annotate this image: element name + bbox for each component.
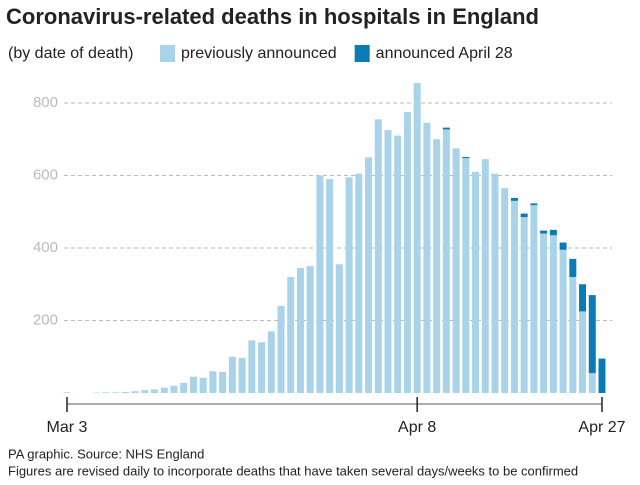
- bar-segment: [374, 119, 382, 393]
- x-tick-label: Mar 3: [47, 419, 88, 436]
- bar-segment: [540, 230, 548, 234]
- bar-segment: [559, 249, 567, 393]
- bar-segment: [413, 83, 421, 393]
- bar-segment: [365, 157, 373, 393]
- bar-segment: [579, 284, 587, 312]
- chart-subtitle: (by date of death): [8, 45, 133, 62]
- bar-segment: [403, 112, 411, 394]
- source: PA graphic. Source: NHS England: [8, 446, 204, 461]
- bar-segment: [442, 129, 450, 394]
- bar-segment: [530, 205, 538, 393]
- bar-segment: [306, 266, 314, 393]
- bar-segment: [540, 233, 548, 393]
- bar-segment: [141, 390, 149, 393]
- bar-segment: [588, 373, 596, 393]
- bar-segment: [267, 331, 275, 393]
- bar-segment: [588, 295, 596, 374]
- bar-segment: [277, 305, 285, 393]
- bar-segment: [394, 135, 402, 393]
- bar-segment: [248, 340, 256, 393]
- bar-segment: [258, 342, 266, 393]
- bar-segment: [559, 242, 567, 250]
- bar-segment: [549, 229, 557, 236]
- bar-segment: [462, 156, 470, 159]
- bar-segment: [102, 392, 110, 393]
- bar-segment: [219, 371, 227, 393]
- bar-segment: [316, 175, 324, 393]
- bar-segment: [151, 389, 159, 393]
- bar-segment: [433, 139, 441, 393]
- x-tick-label: Apr 27: [578, 419, 625, 436]
- bar-segment: [510, 200, 518, 393]
- bar-segment: [452, 148, 460, 393]
- y-tick-label: 200: [33, 311, 58, 328]
- bar-segment: [287, 276, 295, 393]
- bar-segment: [472, 171, 480, 393]
- note: Figures are revised daily to incorporate…: [8, 463, 578, 478]
- bar-segment: [63, 392, 71, 393]
- chart-title: Coronavirus-related deaths in hospitals …: [6, 4, 539, 29]
- x-tick-label: Apr 8: [398, 419, 436, 436]
- bar-segment: [520, 213, 528, 218]
- bar-segment: [112, 392, 120, 393]
- legend-swatch: [160, 45, 175, 62]
- bar-segment: [238, 357, 246, 393]
- bar-segment: [121, 391, 129, 393]
- bar-segment: [160, 387, 168, 393]
- bar-segment: [569, 276, 577, 393]
- y-tick-label: 600: [33, 166, 58, 183]
- bar-segment: [462, 158, 470, 393]
- bar-segment: [579, 311, 587, 393]
- bar-segment: [501, 188, 509, 393]
- bar-segment: [530, 203, 538, 206]
- bar-segment: [549, 235, 557, 393]
- legend-label: previously announced: [181, 45, 337, 62]
- y-tick-label: 800: [33, 94, 58, 111]
- legend-swatch: [354, 45, 370, 62]
- bar-segment: [491, 173, 499, 393]
- bar-segment: [189, 376, 197, 393]
- bar-segment: [131, 391, 139, 393]
- bar-segment: [598, 358, 606, 393]
- bar-segment: [170, 385, 178, 393]
- bar-segment: [199, 377, 207, 393]
- bar-segment: [326, 179, 334, 393]
- bar-segment: [520, 217, 528, 393]
- bar-segment: [228, 356, 236, 393]
- bar-segment: [296, 267, 304, 393]
- bar-segment: [423, 122, 431, 394]
- bar-segment: [384, 130, 392, 393]
- bar-segment: [345, 177, 353, 393]
- bar-segment: [442, 127, 450, 130]
- bar-segment: [481, 159, 489, 393]
- bar-segment: [180, 382, 188, 393]
- legend-label: announced April 28: [376, 45, 513, 62]
- bar-segment: [335, 264, 343, 393]
- bar-segment: [355, 173, 363, 393]
- bar-segment: [209, 371, 217, 393]
- y-tick-label: 400: [33, 239, 58, 256]
- bar-segment: [510, 197, 518, 201]
- bar-segment: [569, 258, 577, 277]
